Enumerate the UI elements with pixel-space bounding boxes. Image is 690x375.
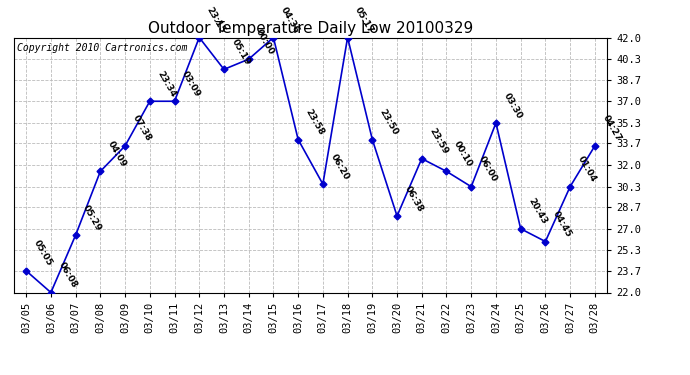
Text: 05:05: 05:05 — [32, 239, 54, 268]
Text: 23:15: 23:15 — [205, 5, 227, 35]
Text: 00:10: 00:10 — [452, 140, 474, 169]
Text: 06:00: 06:00 — [477, 155, 499, 184]
Text: 04:09: 04:09 — [106, 139, 128, 169]
Text: Copyright 2010 Cartronics.com: Copyright 2010 Cartronics.com — [17, 43, 187, 52]
Text: 03:30: 03:30 — [502, 91, 524, 120]
Text: 00:00: 00:00 — [254, 27, 276, 56]
Text: 20:43: 20:43 — [526, 196, 549, 226]
Title: Outdoor Temperature Daily Low 20100329: Outdoor Temperature Daily Low 20100329 — [148, 21, 473, 36]
Text: 23:59: 23:59 — [427, 126, 449, 156]
Text: 05:19: 05:19 — [230, 37, 252, 67]
Text: 06:38: 06:38 — [402, 184, 424, 213]
Text: 06:20: 06:20 — [328, 152, 351, 182]
Text: 04:45: 04:45 — [551, 209, 573, 239]
Text: 05:17: 05:17 — [353, 5, 375, 35]
Text: 06:08: 06:08 — [57, 261, 79, 290]
Text: 03:09: 03:09 — [180, 69, 202, 99]
Text: 04:36: 04:36 — [279, 5, 301, 35]
Text: 05:29: 05:29 — [81, 203, 104, 232]
Text: 04:27: 04:27 — [600, 114, 622, 143]
Text: 23:58: 23:58 — [304, 107, 326, 137]
Text: 01:04: 01:04 — [575, 155, 598, 184]
Text: 07:38: 07:38 — [130, 114, 152, 143]
Text: 23:34: 23:34 — [155, 69, 177, 99]
Text: 23:50: 23:50 — [378, 108, 400, 137]
